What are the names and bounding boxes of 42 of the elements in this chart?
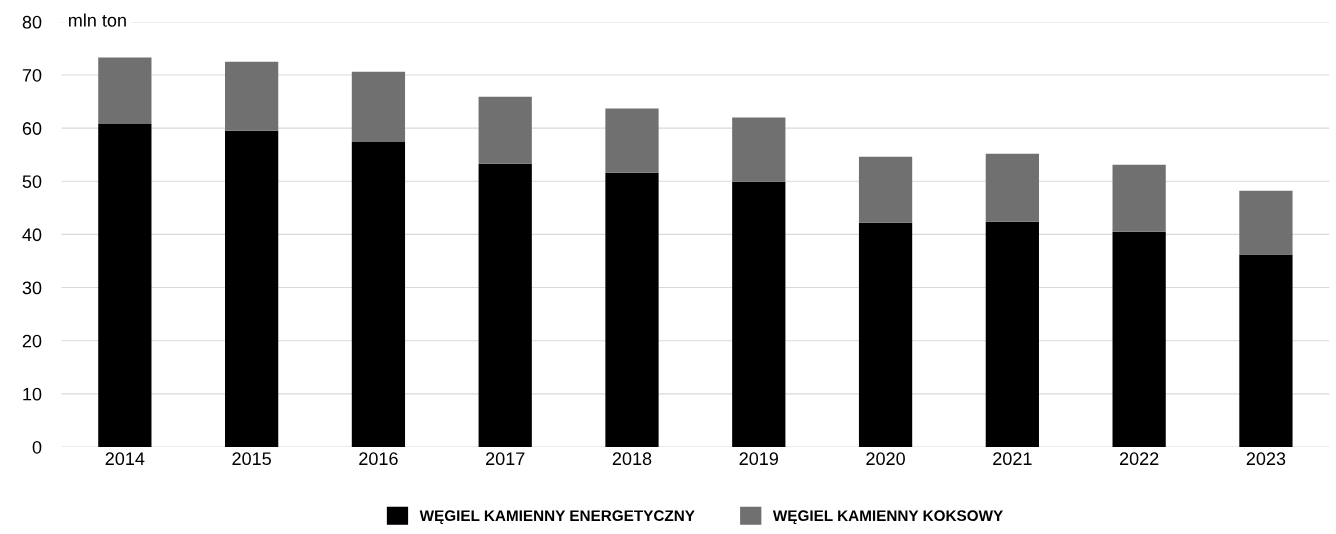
x-tick-label: 2022 [1119, 452, 1159, 466]
legend-label: WĘGIEL KAMIENNY ENERGETYCZNY [419, 510, 695, 525]
bar [732, 117, 786, 182]
bar [98, 57, 152, 124]
legend-label: WĘGIEL KAMIENNY KOKSOWY [772, 510, 1003, 525]
y-tick-label: 80 [22, 15, 42, 29]
bar [1112, 231, 1166, 447]
bar [858, 222, 913, 447]
bar [225, 130, 279, 447]
x-tick-label: 2015 [232, 452, 271, 466]
x-tick-label: 2023 [1246, 452, 1286, 466]
bar [225, 61, 279, 131]
bar [605, 172, 659, 447]
y-tick-label: 10 [23, 387, 42, 401]
x-tick-label: 2018 [612, 452, 652, 466]
y-tick-label: 70 [22, 68, 42, 82]
x-tick-label: 2016 [359, 452, 398, 466]
bar [985, 153, 1039, 222]
x-tick-label: 2020 [866, 452, 905, 466]
bar [605, 108, 659, 173]
y-tick-label: 0 [32, 440, 42, 454]
bar [351, 71, 406, 142]
x-tick-label: 2019 [739, 452, 779, 466]
bar [478, 163, 532, 447]
bar [732, 181, 786, 447]
y-tick-label: 20 [22, 334, 42, 348]
y-tick-label: 40 [22, 228, 42, 242]
bar [985, 221, 1039, 447]
y-tick-label: 60 [22, 122, 42, 135]
x-tick-label: 2014 [105, 452, 145, 466]
bar [351, 141, 406, 447]
bar [1239, 254, 1293, 447]
bar [858, 156, 913, 223]
y-tick-label: 30 [22, 281, 42, 295]
x-tick-label: 2017 [486, 452, 525, 466]
bar [1239, 190, 1293, 255]
x-tick-label: 2021 [993, 452, 1032, 466]
bar [478, 96, 532, 164]
bar [98, 123, 152, 447]
bar [1112, 164, 1166, 232]
y-axis-title: mln ton [68, 13, 126, 27]
y-tick-label: 50 [22, 175, 42, 189]
